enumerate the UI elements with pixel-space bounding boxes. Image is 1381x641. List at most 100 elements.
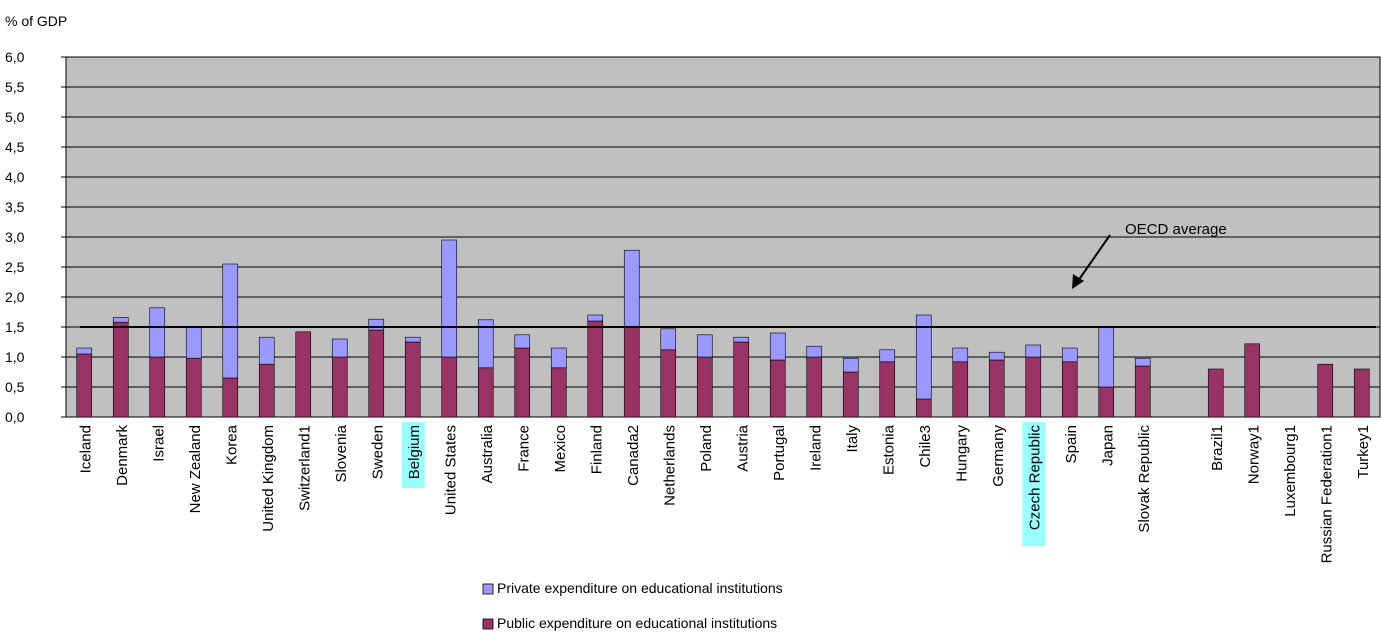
x-tick-group: Czech Republic bbox=[1022, 422, 1046, 547]
x-tick-label: France bbox=[515, 425, 532, 472]
x-tick-label: Canada2 bbox=[625, 425, 642, 486]
x-tick-label: Portugal bbox=[771, 425, 788, 481]
bar-public bbox=[441, 356, 458, 418]
x-tick-group: Portugal bbox=[771, 425, 788, 481]
bar-private bbox=[1061, 347, 1078, 363]
category-highlight bbox=[401, 422, 425, 489]
x-tick-group: Belgium bbox=[401, 422, 425, 489]
x-axis-labels: Iceland Denmark Israel New Zealand Korea Unit… bbox=[77, 422, 1372, 563]
bar-public bbox=[587, 320, 604, 418]
bar-private bbox=[185, 326, 202, 359]
y-tick-label: 6,0 bbox=[5, 49, 25, 65]
x-tick-label: Slovak Republic bbox=[1136, 425, 1153, 533]
x-tick-group: Russian Federation1 bbox=[1318, 425, 1335, 563]
legend: Private expenditure on educational insti… bbox=[482, 580, 783, 631]
x-tick-label: New Zealand bbox=[187, 425, 204, 513]
bar-public bbox=[1098, 386, 1115, 418]
x-tick-group: Italy bbox=[844, 425, 861, 453]
bar-public bbox=[76, 353, 93, 418]
x-tick-group: Japan bbox=[1099, 425, 1116, 466]
bar-public bbox=[806, 356, 823, 418]
x-tick-group: Mexico bbox=[552, 425, 569, 473]
x-tick-label: Spain bbox=[1063, 425, 1080, 463]
bar-public bbox=[1353, 368, 1370, 418]
bar-public bbox=[842, 371, 859, 418]
bar-private bbox=[514, 334, 531, 349]
x-tick-group: Iceland bbox=[77, 425, 94, 473]
x-tick-label: Sweden bbox=[369, 425, 386, 479]
x-tick-label: Iceland bbox=[77, 425, 94, 473]
bar-public bbox=[733, 341, 750, 418]
legend-label: Public expenditure on educational instit… bbox=[497, 615, 777, 631]
x-tick-label: Slovenia bbox=[333, 424, 350, 482]
x-tick-group: Israel bbox=[150, 425, 167, 462]
x-tick-group: Germany bbox=[990, 425, 1007, 487]
y-tick-label: 3,5 bbox=[5, 199, 25, 215]
bar-public bbox=[988, 359, 1005, 418]
bar-public bbox=[769, 359, 786, 418]
x-tick-label: Poland bbox=[698, 425, 715, 472]
annotation-arrow bbox=[1077, 234, 1111, 282]
x-tick-label: Brazil1 bbox=[1209, 425, 1226, 471]
bar-private bbox=[331, 338, 348, 358]
bar-public bbox=[1134, 365, 1151, 418]
x-tick-group: Netherlands bbox=[661, 425, 678, 506]
x-tick-group: Korea bbox=[223, 424, 240, 465]
bar-public bbox=[1207, 368, 1224, 418]
bar-public bbox=[952, 361, 969, 418]
x-tick-label: Finland bbox=[588, 425, 605, 474]
bar-public bbox=[112, 321, 129, 418]
bar-private bbox=[404, 336, 421, 343]
y-tick-label: 4,0 bbox=[5, 169, 25, 185]
bar-private bbox=[988, 351, 1005, 361]
bar-private bbox=[1134, 357, 1151, 367]
x-tick-label: Austria bbox=[734, 424, 751, 471]
x-tick-label: Japan bbox=[1099, 425, 1116, 466]
x-tick-label: Denmark bbox=[114, 425, 131, 486]
x-tick-label: Belgium bbox=[406, 425, 423, 479]
x-tick-label: Estonia bbox=[880, 424, 897, 475]
x-tick-label: Switzerland1 bbox=[296, 425, 313, 511]
x-tick-group: Denmark bbox=[114, 425, 131, 486]
y-tick-label: 0,5 bbox=[5, 379, 25, 395]
x-tick-label: Netherlands bbox=[661, 425, 678, 506]
x-tick-label: Israel bbox=[150, 425, 167, 462]
y-tick-label: 1,0 bbox=[5, 349, 25, 365]
x-tick-group: Norway1 bbox=[1245, 425, 1262, 484]
bar-private bbox=[477, 319, 494, 369]
x-tick-label: United States bbox=[442, 425, 459, 515]
x-tick-group: Hungary bbox=[953, 425, 970, 482]
bar-private bbox=[879, 349, 896, 363]
bar-public bbox=[185, 357, 202, 418]
x-tick-group: Switzerland1 bbox=[296, 425, 313, 511]
bar-public bbox=[550, 367, 567, 418]
x-tick-label: Turkey1 bbox=[1355, 425, 1372, 479]
x-tick-group: Estonia bbox=[880, 424, 897, 475]
bar-public bbox=[623, 326, 640, 418]
x-tick-group: Slovak Republic bbox=[1136, 425, 1153, 533]
bar-private bbox=[368, 318, 385, 331]
y-tick-label: 2,5 bbox=[5, 259, 25, 275]
legend-swatch bbox=[482, 583, 494, 595]
bar-public bbox=[149, 356, 166, 418]
bar-public bbox=[1244, 343, 1261, 418]
y-tick-label: 1,5 bbox=[5, 319, 25, 335]
x-tick-group: Canada2 bbox=[625, 425, 642, 486]
x-tick-group: Spain bbox=[1063, 425, 1080, 463]
x-tick-label: Norway1 bbox=[1245, 425, 1262, 484]
y-axis-ticks: 0,0 0,5 1,0 1,5 2,0 2,5 3,0 3,5 4,0 4,5 5,0 5,5 6,0 bbox=[5, 49, 66, 425]
bar-public bbox=[915, 398, 932, 418]
bar-private bbox=[806, 345, 823, 358]
bar-private bbox=[696, 334, 713, 358]
bar-private bbox=[1098, 326, 1115, 388]
bar-public bbox=[331, 356, 348, 418]
bar-public bbox=[222, 377, 239, 418]
legend-swatch bbox=[482, 618, 494, 630]
x-tick-label: Czech Republic bbox=[1026, 425, 1043, 531]
bar-private bbox=[550, 347, 567, 369]
x-tick-group: Luxembourg1 bbox=[1282, 425, 1299, 517]
bar-private bbox=[587, 314, 604, 322]
x-tick-group: Sweden bbox=[369, 425, 386, 479]
bar-private bbox=[112, 317, 129, 323]
